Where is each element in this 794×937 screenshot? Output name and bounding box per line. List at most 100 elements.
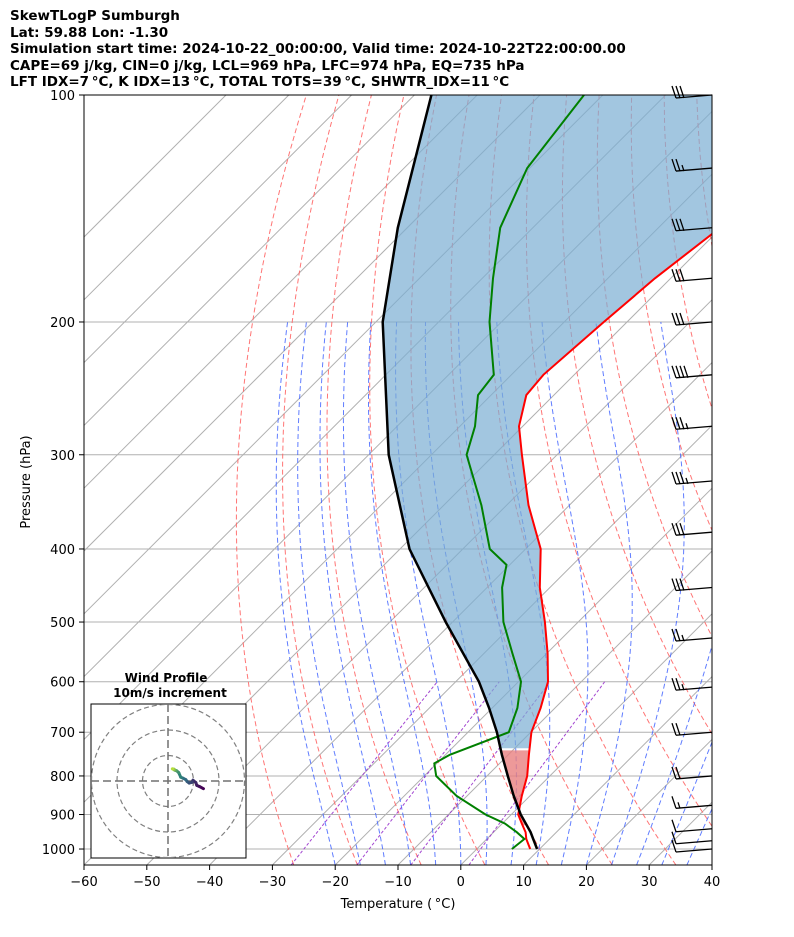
mixing-ratio-line: [356, 681, 500, 865]
title-line: SkewTLogP Sumburgh: [10, 8, 180, 24]
dry-adiabat-line: [525, 95, 712, 828]
isotherm-line: [84, 95, 352, 364]
wind-barb: [671, 677, 713, 691]
hodograph-ring: [91, 704, 246, 858]
location-line: Lat: 59.88 Lon: -1.30: [10, 24, 169, 41]
isotherm-line: [84, 95, 290, 301]
x-tick-label: 20: [578, 875, 595, 890]
x-axis-label: Temperature ( °C): [340, 897, 456, 912]
mixing-ratio-line: [468, 681, 606, 865]
y-axis-label: Pressure (hPa): [19, 435, 34, 528]
isotherm-line: [84, 95, 415, 427]
x-tick-label: −40: [196, 875, 223, 890]
moist-adiabat-line: [661, 740, 712, 865]
moist-adiabat-line: [541, 321, 589, 865]
wind-barb: [671, 269, 713, 282]
cape-cin-fills: [382, 95, 712, 826]
moist-adiabat-line: [585, 321, 633, 865]
wind-barb: [671, 365, 713, 379]
y-tick-label: 900: [50, 809, 75, 824]
y-axis-ticks: 1000 900 800 700 600 500 400 300 200 100: [42, 89, 84, 858]
wind-barb: [671, 158, 713, 172]
dry-adiabat-line: [369, 95, 486, 865]
hodograph-title: Wind Profile: [125, 671, 208, 685]
x-tick-label: 0: [457, 875, 465, 890]
cape-line: CAPE=69 j/kg, CIN=0 j/kg, LCL=969 hPa, L…: [10, 57, 525, 74]
y-tick-label: 1000: [42, 843, 75, 858]
moist-adiabat-line: [275, 321, 336, 865]
x-tick-label: −20: [321, 875, 348, 890]
isotherm-line: [711, 864, 712, 865]
wind-barb: [671, 839, 713, 853]
wind-barb: [671, 831, 713, 845]
hodograph-subtitle: 10m/s increment: [113, 686, 227, 700]
y-tick-label: 800: [50, 770, 75, 785]
wind-barb: [671, 312, 713, 326]
isotherm-line: [272, 424, 712, 865]
dry-adiabat-line: [762, 95, 794, 865]
index-line: LFT IDX=7 °C, K IDX=13 °C, TOTAL TOTS=39…: [10, 74, 510, 90]
isotherm-line: [775, 95, 794, 865]
x-axis-ticks: −60 −50 −40 −30 −20 −10 0 10 20 30 40: [70, 865, 720, 890]
mixing-ratio-line: [290, 681, 438, 865]
dry-adiabat-line: [663, 95, 712, 411]
wind-barb: [671, 578, 713, 592]
isotherm-line: [334, 487, 712, 865]
x-tick-label: 40: [704, 875, 721, 890]
y-tick-label: 200: [50, 316, 75, 331]
y-tick-label: 300: [50, 449, 75, 464]
x-tick-label: 30: [641, 875, 658, 890]
dry-adiabat-line: [282, 95, 358, 865]
wind-barb: [671, 796, 713, 809]
dry-adiabat-line: [596, 95, 712, 638]
wind-barb: [671, 471, 713, 485]
y-tick-label: 400: [50, 543, 75, 558]
cin-area: [500, 750, 530, 826]
wind-barb: [671, 723, 713, 736]
moist-adiabat-line: [711, 863, 712, 865]
time-line: Simulation start time: 2024-10-22_00:00:…: [10, 41, 626, 57]
moist-adiabat-line: [686, 807, 712, 865]
dry-adiabat-line: [561, 95, 712, 735]
cape-area: [382, 95, 712, 749]
x-tick-label: −10: [384, 875, 411, 890]
isotherm-line: [209, 361, 712, 865]
y-tick-label: 600: [50, 676, 75, 691]
temperature-line: [517, 232, 712, 850]
hodograph-inset: Wind Profile 10m/s increment: [90, 671, 247, 859]
moist-adiabat-line: [636, 643, 712, 865]
y-tick-label: 500: [50, 616, 75, 631]
x-tick-label: −60: [70, 875, 97, 890]
moist-adiabat-line: [297, 321, 361, 865]
isotherm-line: [460, 613, 712, 865]
wind-barb: [671, 417, 713, 430]
moist-adiabat-line: [611, 321, 685, 865]
moist-adiabat-line: [737, 322, 794, 865]
moist-adiabat-line: [342, 321, 412, 865]
x-tick-label: −30: [259, 875, 286, 890]
y-tick-label: 700: [50, 726, 75, 741]
isotherm-line: [84, 95, 478, 489]
isotherm-line: [84, 95, 227, 238]
parcel-path-line: [381, 95, 539, 850]
x-tick-label: −50: [133, 875, 160, 890]
dry-adiabat-line: [235, 95, 307, 865]
hodograph-plot: [91, 704, 246, 858]
wind-barbs: [671, 85, 713, 853]
wind-barb: [671, 522, 713, 536]
x-tick-label: 10: [515, 875, 532, 890]
chart-header: SkewTLogP Sumburgh Lat: 59.88 Lon: -1.30…: [10, 8, 626, 91]
wind-barb: [671, 766, 713, 780]
isotherm-line: [523, 675, 712, 865]
dewpoint-line: [433, 95, 585, 850]
moist-adiabat-line: [319, 321, 386, 865]
wind-barb: [671, 218, 713, 232]
wind-barb: [671, 628, 713, 642]
y-tick-label: 100: [50, 89, 75, 104]
wind-barb: [671, 819, 713, 833]
dry-adiabat-line: [729, 95, 794, 865]
isotherm-line: [146, 299, 712, 865]
moist-adiabat-line: [368, 321, 437, 865]
profile-lines: [381, 95, 712, 850]
